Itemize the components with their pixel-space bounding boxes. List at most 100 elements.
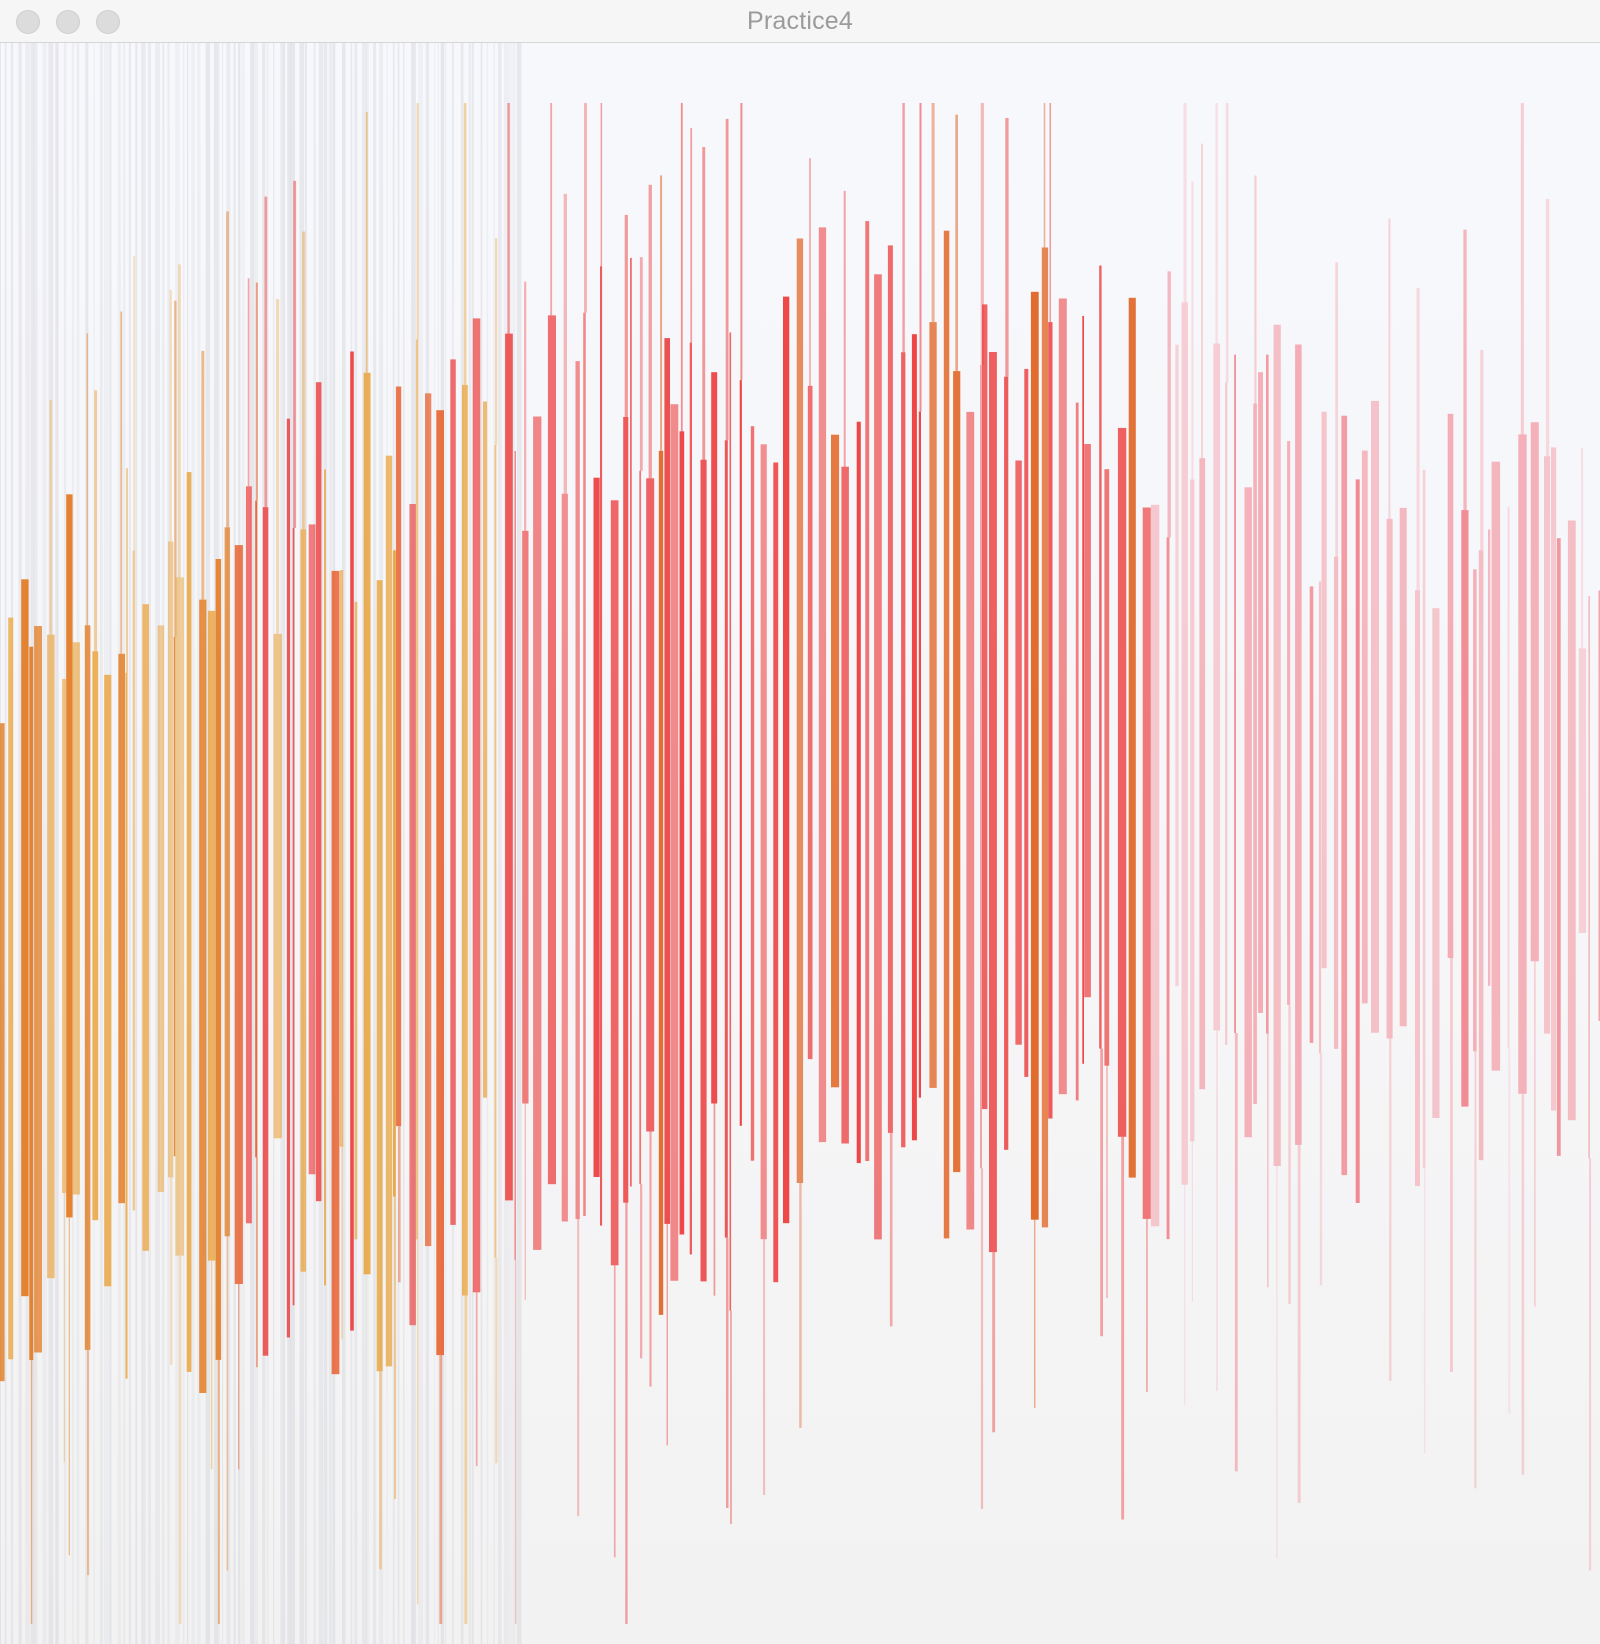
stripe — [505, 333, 513, 1201]
stripe — [395, 386, 402, 1127]
stripe — [666, 1223, 668, 1446]
stripe — [125, 672, 128, 1379]
stripe — [729, 332, 732, 1311]
stripe — [1423, 1167, 1426, 1453]
stripe — [980, 365, 982, 1169]
stripe — [600, 266, 603, 1226]
stripe — [730, 1310, 732, 1525]
stripe — [226, 1236, 229, 1571]
stripe — [613, 1265, 616, 1558]
stripe — [255, 500, 258, 1158]
stripe — [639, 257, 643, 471]
stripe — [507, 103, 510, 334]
stripe — [1534, 961, 1536, 1307]
stripe — [86, 333, 89, 626]
title-bar[interactable]: Practice4 — [0, 0, 1600, 43]
stripe — [1371, 400, 1379, 1033]
stripe — [135, 43, 138, 1644]
stripe — [1422, 469, 1426, 1168]
stripe — [1588, 596, 1590, 1159]
stripe — [1213, 343, 1221, 1031]
stripe — [516, 43, 522, 1644]
stripe — [524, 281, 527, 531]
stripe — [486, 43, 489, 1644]
stripe — [1480, 349, 1484, 551]
stripe — [649, 1131, 652, 1387]
stripe — [796, 238, 804, 1183]
stripe — [0, 723, 5, 1382]
stripe — [1191, 181, 1194, 480]
stripe — [1551, 447, 1557, 1111]
stripe — [1581, 447, 1584, 649]
stripe — [273, 633, 282, 1139]
stripe — [980, 103, 984, 365]
stripe — [841, 466, 849, 1144]
stripe — [1142, 507, 1151, 1219]
minimize-icon[interactable] — [56, 10, 80, 34]
stripe — [690, 128, 693, 343]
stripe — [1491, 461, 1501, 1071]
stripe — [887, 245, 893, 1133]
stripe — [1254, 175, 1257, 404]
stripe — [1319, 1053, 1323, 1286]
stripe — [702, 147, 706, 460]
stripe — [18, 43, 22, 1644]
stripe — [1530, 422, 1539, 962]
stripe — [483, 401, 488, 1098]
stripe — [943, 230, 950, 1239]
stripe — [724, 440, 728, 1238]
stripe — [577, 1219, 580, 1517]
stripe — [1201, 143, 1203, 459]
stripe — [238, 1284, 240, 1470]
stripe — [1388, 218, 1391, 519]
zoom-icon[interactable] — [96, 10, 120, 34]
stripe — [175, 577, 184, 1256]
stripe — [1225, 382, 1228, 1045]
stripe — [1545, 198, 1550, 457]
stripe — [1166, 537, 1170, 1240]
stripe — [901, 352, 906, 1148]
stripe — [1399, 507, 1407, 1027]
stripe — [575, 361, 580, 1220]
stripe — [495, 1257, 498, 1464]
stripe — [783, 296, 790, 1224]
stripe — [1005, 118, 1009, 377]
stripe — [1043, 103, 1046, 248]
stripe — [1034, 1219, 1036, 1408]
stripe — [341, 1146, 343, 1340]
stripe — [1191, 1141, 1193, 1302]
stripe — [740, 103, 743, 381]
stripe — [331, 570, 340, 1375]
stripe — [94, 390, 98, 652]
stripe — [385, 455, 393, 1367]
stripe — [1266, 354, 1269, 1034]
stripe — [68, 1217, 70, 1556]
stripe — [292, 528, 295, 1306]
stripe — [550, 103, 553, 316]
stripe — [276, 299, 280, 634]
stripe — [66, 494, 73, 1218]
stripe — [1075, 402, 1079, 1101]
stripe — [982, 304, 988, 1110]
stripe — [157, 625, 165, 1192]
stripe — [49, 400, 53, 635]
stripe — [1244, 487, 1252, 1138]
stripe — [55, 43, 59, 1644]
stripe — [376, 580, 383, 1372]
stripe — [1432, 608, 1440, 1118]
stripe — [205, 43, 211, 1644]
stripe — [199, 599, 207, 1393]
stripe — [147, 43, 151, 1644]
stripe — [874, 274, 882, 1240]
close-icon[interactable] — [16, 10, 40, 34]
stripe — [178, 1255, 182, 1624]
stripe — [132, 550, 136, 1211]
stripe — [1234, 354, 1236, 1034]
stripe — [918, 411, 921, 1098]
stripe — [255, 282, 258, 501]
sketch-canvas[interactable] — [0, 43, 1600, 1644]
stripe — [689, 342, 692, 1255]
stripe — [679, 431, 685, 1235]
stripe — [1258, 372, 1263, 1013]
stripe — [62, 678, 66, 1193]
